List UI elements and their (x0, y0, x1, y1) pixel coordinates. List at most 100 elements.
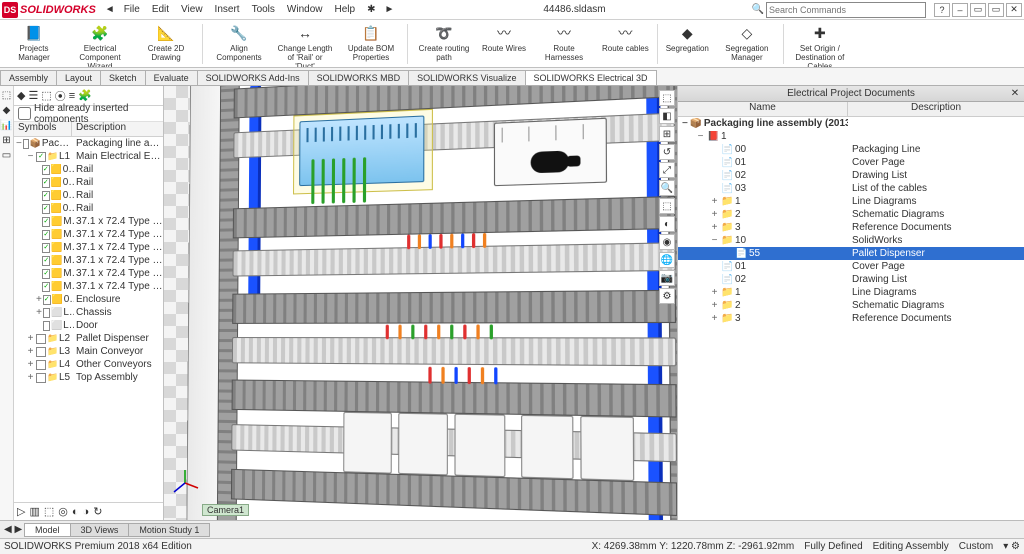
window-button[interactable]: ▭ (988, 3, 1004, 17)
checkbox[interactable] (36, 373, 46, 383)
ribbon-button[interactable]: 🧩Electrical Component Wizard (70, 22, 130, 68)
expand-icon[interactable]: + (710, 222, 719, 233)
viewport-tool-icon[interactable]: ◐ (659, 216, 675, 232)
doc-row[interactable]: 📄02Drawing List (678, 169, 1024, 182)
expand-icon[interactable]: + (710, 313, 719, 324)
docs-tree[interactable]: −📦Packaging line assembly (2013)−📕1📄00Pa… (678, 117, 1024, 520)
checkbox[interactable]: ✓ (42, 269, 50, 279)
model-tab[interactable]: Motion Study 1 (128, 523, 210, 537)
expand-icon[interactable]: + (36, 307, 42, 318)
search-input[interactable] (766, 2, 926, 18)
ribbon-button[interactable]: ↔Change Length of 'Rail' or 'Duct' (275, 22, 335, 68)
checkbox[interactable] (43, 308, 50, 318)
doc-row[interactable]: +📁2Schematic Diagrams (678, 299, 1024, 312)
model-tab[interactable]: 3D Views (70, 523, 130, 537)
viewport-tool-icon[interactable]: 📷 (659, 270, 675, 286)
tab-solidworks-mbd[interactable]: SOLIDWORKS MBD (308, 70, 410, 85)
expand-icon[interactable]: − (26, 151, 35, 162)
ribbon-button[interactable]: 📘Projects Manager (4, 22, 64, 63)
tree-row[interactable]: −📦Packaging li…Packaging line assem (14, 137, 163, 150)
tab-evaluate[interactable]: Evaluate (145, 70, 198, 85)
expand-icon[interactable]: + (710, 196, 719, 207)
doc-row[interactable]: −📕1 (678, 130, 1024, 143)
viewport-tool-icon[interactable]: 🔍 (659, 180, 675, 196)
ribbon-button[interactable]: 〰Route Wires (480, 22, 528, 54)
rail-icon[interactable]: 📊 (0, 120, 12, 131)
tab-assembly[interactable]: Assembly (0, 70, 57, 85)
tree-row[interactable]: +✓🟨03…Enclosure (14, 293, 163, 306)
expand-icon[interactable]: + (26, 346, 35, 357)
expand-icon[interactable]: − (682, 118, 688, 129)
panel-icon[interactable]: ◎ (58, 505, 68, 518)
ribbon-button[interactable]: ➰Create routing path (414, 22, 474, 63)
expand-icon[interactable]: + (26, 359, 35, 370)
viewport-tool-icon[interactable]: ↺ (659, 144, 675, 160)
tree-row[interactable]: +⬜L11Chassis (14, 306, 163, 319)
panel-icon[interactable]: ⬚ (44, 505, 54, 518)
doc-row[interactable]: 📄02Drawing List (678, 273, 1024, 286)
menu-window[interactable]: Window (281, 2, 329, 17)
menu-view[interactable]: View (175, 2, 209, 17)
expand-icon[interactable]: + (710, 209, 719, 220)
menu-tools[interactable]: Tools (246, 2, 281, 17)
expand-icon[interactable]: − (710, 235, 719, 246)
panel-icon[interactable]: ◆ (17, 89, 25, 102)
menu-file[interactable]: File (118, 2, 146, 17)
doc-row[interactable]: +📁3Reference Documents (678, 221, 1024, 234)
tree-row[interactable]: −✓📁L1Main Electrical Enclo… (14, 150, 163, 163)
menu-edit[interactable]: Edit (146, 2, 175, 17)
panel-icon[interactable]: ≡ (69, 90, 75, 102)
ribbon-button[interactable]: 〰Route Harnesses (534, 22, 594, 63)
panel-icon[interactable]: ▥ (29, 505, 39, 518)
model-tab[interactable]: Model (24, 523, 71, 537)
tree-row[interactable]: ✓🟨00…Rail (14, 202, 163, 215)
checkbox[interactable] (36, 360, 46, 370)
checkbox[interactable]: ✓ (42, 230, 50, 240)
menu-help[interactable]: Help (329, 2, 362, 17)
3d-viewport[interactable]: ⬚◧⊞↺⤢🔍⬚◐◉🌐📷⚙ (164, 86, 678, 520)
rail-icon[interactable]: ◆ (3, 105, 11, 116)
rail-icon[interactable]: ⊞ (2, 135, 10, 146)
rail-icon[interactable]: ▭ (2, 150, 11, 161)
viewport-tool-icon[interactable]: ◉ (659, 234, 675, 250)
hide-inserted-row[interactable]: Hide already inserted components (14, 106, 163, 122)
expand-icon[interactable]: − (696, 131, 705, 142)
viewport-tool-icon[interactable]: ⬚ (659, 198, 675, 214)
checkbox[interactable]: ✓ (42, 217, 50, 227)
panel-icon[interactable]: 🧩 (78, 89, 92, 102)
checkbox[interactable] (36, 347, 46, 357)
checkbox[interactable]: ✓ (42, 191, 50, 201)
doc-row[interactable]: 📄01Cover Page (678, 260, 1024, 273)
doc-row[interactable]: 📄55Pallet Dispenser (678, 247, 1024, 260)
checkbox[interactable]: ✓ (42, 256, 50, 266)
checkbox[interactable]: ✓ (42, 282, 50, 292)
checkbox[interactable]: ✓ (42, 178, 50, 188)
checkbox[interactable] (36, 334, 46, 344)
expand-icon[interactable]: + (26, 372, 35, 383)
tree-row[interactable]: ✓🟨00…Rail (14, 189, 163, 202)
tree-row[interactable]: ✓🟨00…Rail (14, 163, 163, 176)
expand-icon[interactable]: − (16, 138, 22, 149)
rail-icon[interactable]: ⬚ (2, 90, 11, 101)
panel-icon[interactable]: ⬚ (41, 89, 51, 102)
hide-checkbox[interactable] (18, 107, 31, 120)
ribbon-button[interactable]: 〰Route cables (600, 22, 651, 54)
menu-insert[interactable]: Insert (209, 2, 246, 17)
nav-right-icon[interactable]: ► (381, 4, 397, 15)
viewport-tool-icon[interactable]: ⊞ (659, 126, 675, 142)
checkbox[interactable]: ✓ (43, 295, 51, 305)
nav-left-icon[interactable]: ◄ (102, 4, 118, 15)
tab-solidworks-add-ins[interactable]: SOLIDWORKS Add-Ins (197, 70, 309, 85)
ribbon-button[interactable]: 📋Update BOM Properties (341, 22, 401, 63)
window-button[interactable]: ? (934, 3, 950, 17)
expand-icon[interactable]: + (26, 333, 35, 344)
doc-row[interactable]: 📄03List of the cables (678, 182, 1024, 195)
ribbon-button[interactable]: ◆Segregation (664, 22, 711, 54)
viewport-tool-icon[interactable]: ◧ (659, 108, 675, 124)
tree-row[interactable]: +📁L2Pallet Dispenser (14, 332, 163, 345)
panel-icon[interactable]: ▷ (17, 505, 25, 518)
panel-icon[interactable]: ↻ (93, 505, 102, 518)
tab-solidworks-visualize[interactable]: SOLIDWORKS Visualize (408, 70, 525, 85)
window-button[interactable]: ▭ (970, 3, 986, 17)
tree-row[interactable]: ✓🟨M…37.1 x 72.4 Type MC … (14, 254, 163, 267)
